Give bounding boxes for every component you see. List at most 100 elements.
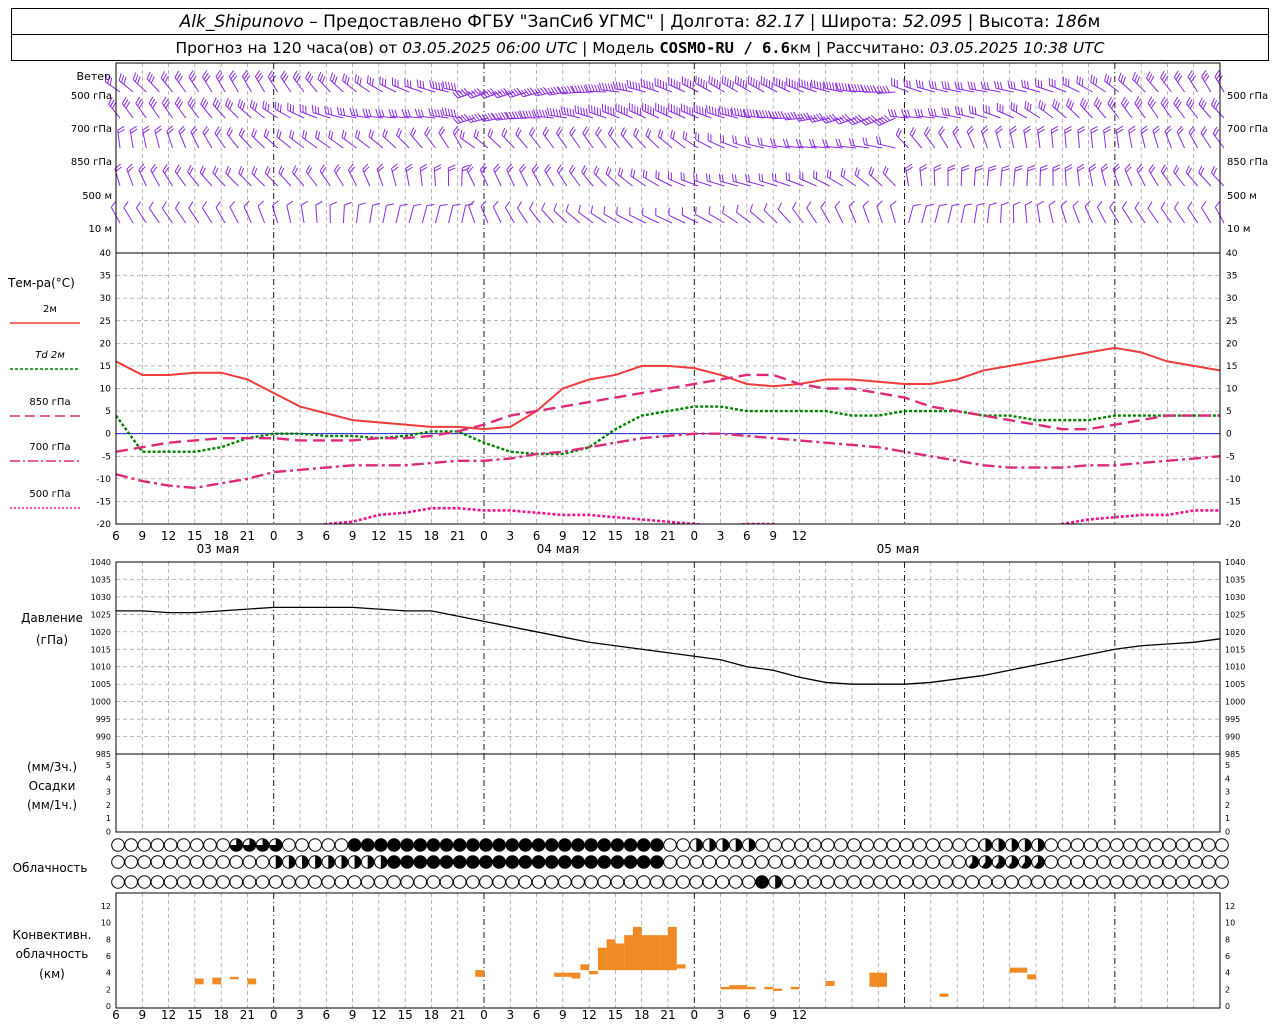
barb-feather [981,125,988,132]
cloud-cover-full [466,855,480,869]
barb-feather [321,76,326,84]
barb-feather [854,167,858,175]
barb-feather [526,88,533,95]
barb-feather [334,76,338,85]
barb-feather [176,73,182,81]
barb-staff [300,111,318,119]
wind-barb [126,163,134,187]
barb-feather [852,116,859,123]
barb-feather [802,172,804,181]
barb-feather [696,105,698,113]
barb-feather [967,81,971,89]
barb-feather [241,70,248,77]
barb-feather [1093,97,1099,105]
model-unit: км [789,38,812,57]
barb-feather [410,127,415,135]
cloud-icon [886,875,901,889]
cloud-icon [584,875,598,889]
cloud-icon [676,855,690,869]
barb-feather [834,200,841,208]
barb-feather [903,78,906,87]
barb-feather [771,111,776,119]
cloud-cover-outline [190,875,204,889]
cloud-icon [150,855,165,869]
barb-staff [315,205,318,224]
wind-barb [1036,200,1044,224]
wind-barb [480,200,489,224]
cloud-cover-outline [1202,875,1216,889]
barb-staff [417,86,436,93]
latitude-label: | Широта: [804,11,903,32]
barb-feather [1013,103,1015,111]
barb-staff [1160,103,1172,119]
cloud-cover-full [637,838,651,852]
cloud-icon [1031,838,1045,852]
wind-barb [1048,77,1067,93]
barb-feather [388,109,392,117]
barb-feather [514,111,519,119]
barb-feather [493,163,499,171]
wind-barb [356,202,367,224]
cloud-icon [531,875,546,889]
barb-staff [616,214,633,224]
barb-feather [703,80,705,88]
cloud-cover-outline [965,838,980,852]
wind-barb [1188,125,1199,149]
wind-barb [834,200,844,224]
barb-staff [838,145,857,149]
barb-staff [827,176,844,187]
cloud-cover-part [1021,855,1032,869]
barb-feather [797,113,803,121]
barb-feather [1106,75,1110,83]
wind-barb [798,78,817,93]
wind-barb [369,202,381,224]
barb-feather [646,80,648,89]
wind-barb [416,79,436,93]
wind-barb [202,126,213,149]
wind-barb [731,173,751,187]
temp-series-0 [116,346,1220,431]
barb-feather [806,81,809,90]
cloud-icon [1175,875,1190,889]
wind-barb [895,127,909,149]
cloud-icon [820,855,835,869]
wind-barb [927,107,949,119]
cloud-icon [1202,875,1216,889]
wind-barb [1146,71,1159,93]
cloud-icon [452,855,467,869]
wind-barb [201,201,213,224]
barb-feather [744,136,747,145]
barb-feather [516,87,523,95]
conv-tick-right: 12 [1225,902,1235,911]
barb-feather [683,104,685,113]
barb-staff [1173,207,1185,224]
wind-barb [249,99,265,119]
barb-staff [891,84,909,93]
wind-barb [202,70,213,93]
barb-feather [414,108,419,117]
wind-barb [873,115,896,126]
barb-feather [717,108,720,117]
barb-staff [1000,204,1002,224]
barb-feather [1088,163,1096,169]
cloud-cover-outline [505,875,520,889]
barb-feather [1038,99,1041,108]
cloud-icon [558,838,572,852]
cloud-cover-outline [531,875,546,889]
barb-feather [1150,166,1156,174]
barb-feather [510,89,517,96]
barb-feather [174,96,180,104]
cloud-icon [374,838,388,852]
barb-feather [465,116,471,123]
wind-barb [571,85,594,94]
wind-barb [429,80,449,93]
barb-feather [1065,77,1067,86]
barb-feather [369,76,372,85]
barb-feather [455,116,461,123]
barb-feather [381,109,385,117]
barb-feather [487,113,493,120]
wind-barb [994,80,1014,93]
cloud-cover-outline [479,875,493,889]
barb-feather [890,200,897,207]
barb-feather [262,100,265,109]
